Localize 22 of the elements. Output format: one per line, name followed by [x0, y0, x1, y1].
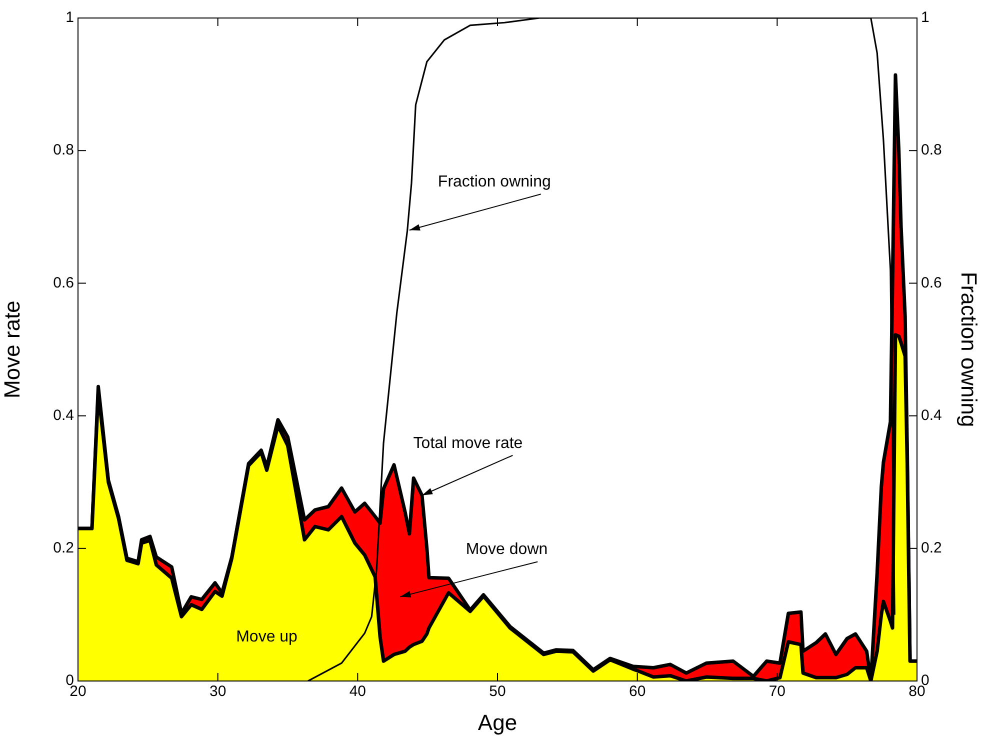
annotation: Fraction owning — [438, 174, 551, 191]
annotation: Move down — [466, 541, 548, 558]
y2-tick-label: 0.6 — [921, 274, 942, 292]
x-tick-label: 70 — [768, 683, 786, 700]
x-tick-label: 50 — [489, 683, 506, 700]
y-tick-label: 0.2 — [53, 540, 74, 557]
x-tick-label: 60 — [628, 683, 646, 700]
y-axis-title: Move rate — [0, 300, 24, 398]
y2-axis-title: Fraction owning — [956, 272, 982, 428]
y2-tick-label: 0.2 — [921, 540, 942, 557]
x-tick-label: 30 — [209, 683, 226, 700]
y-tick-label: 0.8 — [53, 142, 74, 159]
y2-tick-label: 0.4 — [921, 406, 942, 424]
annotation: Move up — [236, 628, 298, 646]
x-axis-title: Age — [478, 710, 518, 735]
y2-tick-label: 1 — [921, 9, 930, 26]
annotation: Total move rate — [413, 434, 523, 452]
y-tick-label: 0.4 — [53, 406, 74, 424]
y2-tick-label: 0.8 — [921, 142, 942, 159]
y-tick-label: 1 — [66, 9, 74, 26]
y-tick-label: 0.6 — [53, 274, 74, 292]
x-tick-label: 40 — [349, 683, 366, 700]
